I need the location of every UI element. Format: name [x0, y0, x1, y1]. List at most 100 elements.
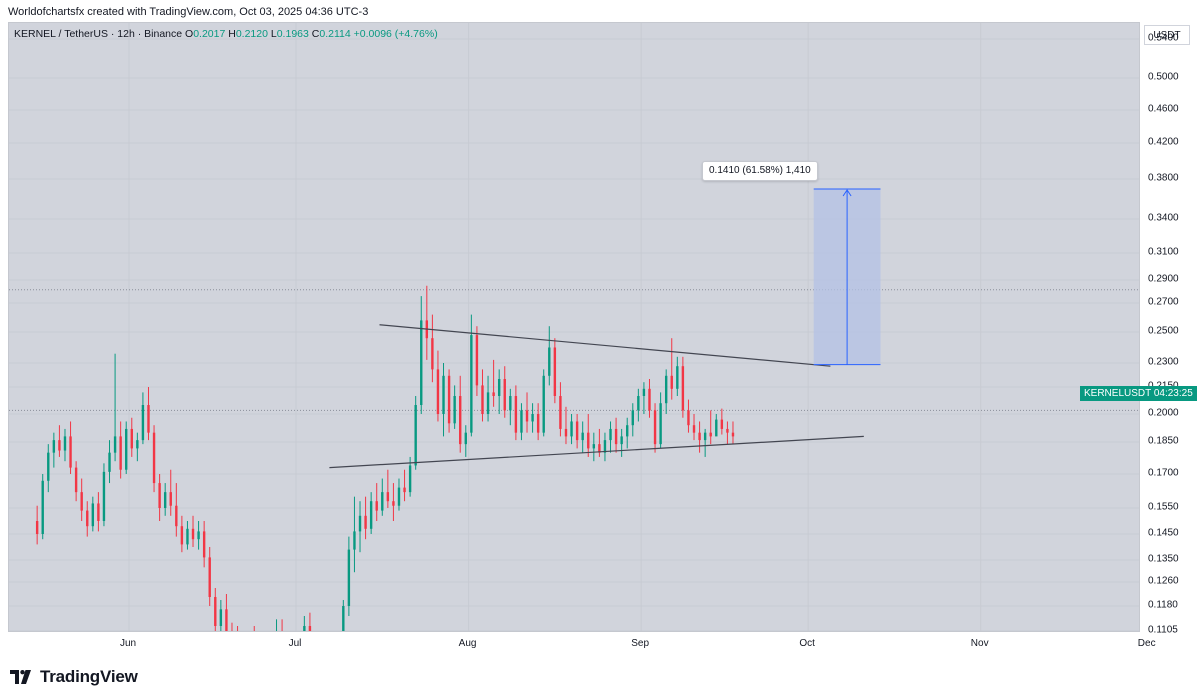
- candle-body: [603, 440, 607, 453]
- candle-body: [698, 432, 701, 441]
- candle-body: [497, 379, 501, 396]
- chart-attribution: Worldofchartsfx created with TradingView…: [8, 6, 369, 18]
- currency-button[interactable]: USDT: [1144, 25, 1190, 45]
- candle-body: [308, 626, 312, 631]
- candle-body: [503, 379, 506, 411]
- candle-body: [163, 492, 167, 508]
- candle-body: [113, 436, 117, 453]
- symbol-name[interactable]: KERNEL / TetherUS · 12h · Binance: [14, 28, 183, 40]
- candle-body: [47, 452, 50, 481]
- candle-body: [86, 510, 89, 527]
- candle-body: [620, 436, 623, 445]
- price-chart[interactable]: [9, 23, 1139, 631]
- candle-body: [130, 428, 133, 449]
- candle-body: [720, 419, 724, 429]
- measure-arrow-head: [842, 189, 852, 197]
- price-axis[interactable]: 0.5400 0.5000 0.4600 0.4200 0.3800 0.3400 0.31…: [1140, 22, 1200, 636]
- candle-body: [58, 440, 61, 451]
- price-tick-label: 0.1850: [1148, 435, 1179, 447]
- candle-body: [509, 396, 512, 411]
- candle-body: [715, 419, 718, 437]
- candle-body: [587, 432, 590, 449]
- candle-body: [514, 396, 518, 433]
- candle-body: [581, 432, 584, 441]
- candle-body: [41, 480, 44, 534]
- price-tick-label: 0.1105: [1148, 624, 1178, 636]
- candle-body: [642, 388, 646, 396]
- candle-body: [670, 375, 673, 389]
- candle-body: [520, 410, 523, 433]
- time-tick-label: Sep: [631, 638, 650, 649]
- candle-body: [681, 366, 685, 411]
- change-value: +0.0096 (+4.76%): [353, 28, 438, 40]
- candle-body: [531, 414, 534, 422]
- candle-body: [102, 471, 106, 521]
- candle-body: [637, 396, 640, 411]
- candle-body: [97, 503, 100, 521]
- low-value: 0.1963: [276, 28, 309, 40]
- candle-body: [375, 501, 378, 511]
- candle-body: [414, 405, 417, 466]
- candle-body: [492, 392, 495, 396]
- brand-wordmark: TradingView: [40, 667, 138, 686]
- candle-body: [420, 320, 423, 405]
- close-value: 0.2114: [319, 28, 351, 40]
- candle-body: [464, 432, 467, 445]
- candle-body: [191, 528, 195, 540]
- price-tick-label: 0.3800: [1148, 172, 1179, 184]
- candle-body: [592, 444, 596, 449]
- candle-body: [147, 405, 150, 433]
- candle-body: [219, 609, 223, 626]
- candle-body: [136, 440, 139, 449]
- candle-body: [63, 436, 67, 451]
- candle-body: [353, 531, 356, 550]
- time-tick-label: Nov: [970, 638, 989, 649]
- candle-body: [119, 436, 122, 470]
- time-axis[interactable]: Jun Jul Aug Sep Oct Nov Dec: [8, 632, 1156, 654]
- candle-body: [80, 492, 83, 511]
- candle-body: [570, 421, 573, 437]
- price-tick-label: 0.1260: [1148, 575, 1179, 587]
- price-tag-countdown: 04:23:25: [1153, 388, 1193, 399]
- candle-body: [626, 425, 629, 437]
- candle-body: [726, 428, 729, 433]
- candle-body: [403, 487, 406, 493]
- candle-body: [709, 432, 712, 437]
- candle-body: [392, 501, 395, 506]
- price-tick-label: 0.1180: [1148, 599, 1178, 611]
- candle-body: [481, 385, 484, 414]
- close-label: C: [311, 28, 320, 40]
- price-tick-label: 0.5400: [1148, 32, 1179, 44]
- trendline-support: [329, 435, 864, 469]
- candle-body: [214, 597, 217, 626]
- candle-body: [125, 428, 128, 470]
- price-tick-label: 0.1700: [1148, 467, 1179, 479]
- time-tick-label: Oct: [799, 638, 815, 649]
- candle-body: [453, 396, 456, 424]
- candle-body: [358, 515, 362, 532]
- candle-body: [614, 428, 618, 445]
- tradingview-brand[interactable]: TradingView: [10, 667, 138, 687]
- time-tick-label: Dec: [1137, 638, 1156, 649]
- candle-body: [141, 405, 145, 441]
- price-tick-label: 0.1450: [1148, 527, 1179, 539]
- candle-body: [542, 375, 545, 433]
- candle-body: [74, 467, 78, 493]
- price-tick-label: 0.2700: [1148, 296, 1179, 308]
- candle-body: [91, 503, 95, 527]
- candle-body: [459, 396, 462, 445]
- candle-body: [369, 501, 373, 529]
- candle-body: [364, 515, 367, 529]
- price-tick-label: 0.3100: [1148, 246, 1179, 258]
- price-tick-label: 0.2000: [1148, 407, 1179, 419]
- price-tick-label: 0.2500: [1148, 325, 1179, 337]
- candle-body: [553, 347, 557, 396]
- candle-body: [158, 483, 161, 508]
- candle-body: [659, 403, 662, 445]
- candle-body: [664, 375, 668, 404]
- high-value: 0.2120: [235, 28, 268, 40]
- chart-pane[interactable]: [8, 22, 1140, 632]
- low-label: L: [270, 28, 277, 40]
- candle-body: [447, 375, 451, 424]
- candle-body: [169, 492, 172, 506]
